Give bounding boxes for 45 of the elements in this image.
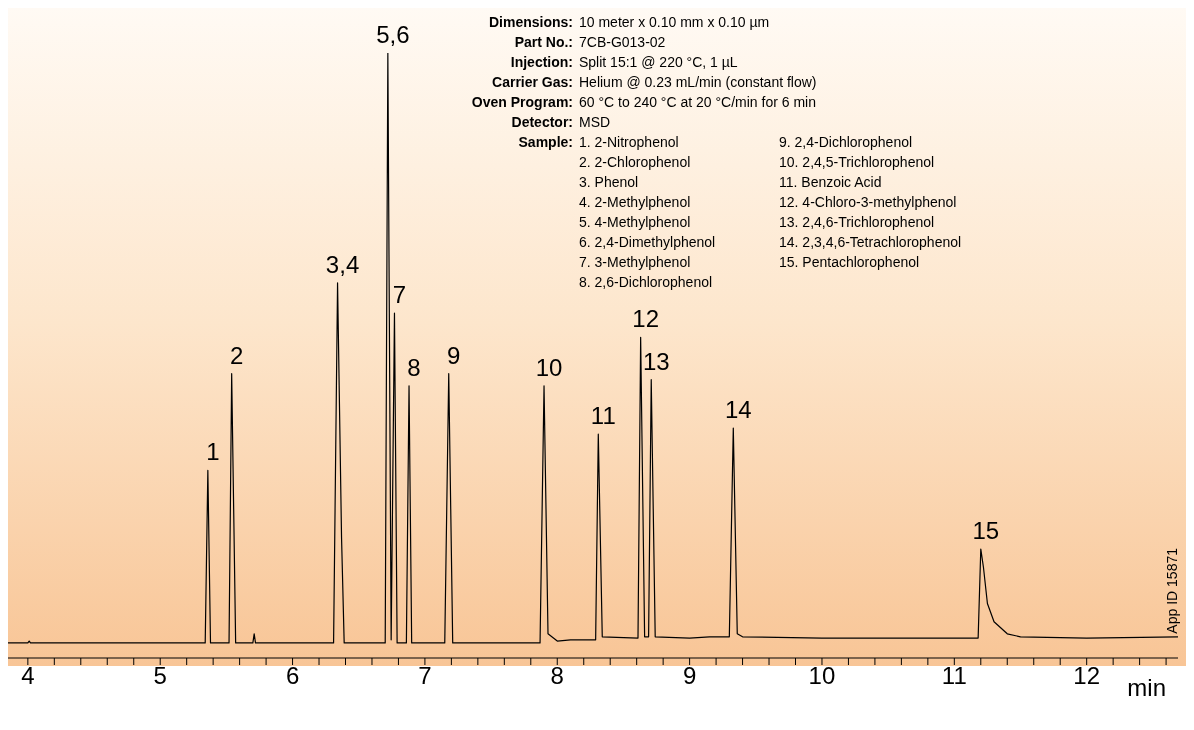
x-tick-label: 5 xyxy=(153,662,167,690)
annotation: 11. Benzoic Acid xyxy=(779,173,883,192)
text: Part No.: 7CB-G013-02 xyxy=(513,33,666,52)
annotation: 12. 4-Chloro-3-methylphenol xyxy=(779,193,958,212)
annotation: 12 xyxy=(632,305,659,333)
annotation: 8. 2,6-Dichlorophenol xyxy=(579,273,714,292)
annotation: 11 xyxy=(590,402,616,430)
annotation: Oven Program: 60 °C to 240 °C at 20 °C/min for 6 min xyxy=(470,93,817,112)
annotation: 14. 2,3,4,6-Tetrachlorophenol xyxy=(779,233,963,252)
annotation: Injection: Split 15:1 @ 220 °C, 1 µL xyxy=(509,53,738,72)
annotation: 4. 2-Methylphenol xyxy=(579,193,692,212)
annotation: 5. 4-Methylphenol xyxy=(579,213,692,232)
annotation: Detector: MSD xyxy=(510,113,611,132)
annotation: 7. 3-Methylphenol xyxy=(579,253,692,272)
x-tick-label: 11 xyxy=(941,662,967,690)
annotation: App ID 15871 xyxy=(1164,548,1180,634)
annotation: 5,6 xyxy=(376,21,410,48)
annotation: 9 xyxy=(447,341,461,369)
annotation: 14 xyxy=(724,396,752,424)
annotation: 2. 2-Chlorophenol xyxy=(579,153,692,172)
annotation: 15 xyxy=(972,517,1000,545)
annotation: 9. 2,4-Dichlorophenol xyxy=(779,133,914,152)
annotation: 13. 2,4,6-Trichlorophenol xyxy=(779,213,936,232)
x-axis-title: min xyxy=(1127,674,1166,701)
text: Dimensions: 10 meter x 0.10 mm x 0.10 µm xyxy=(488,13,770,32)
annotation: 3,4 xyxy=(325,250,360,278)
annotation: 13 xyxy=(642,347,670,375)
x-tick-label: 10 xyxy=(808,662,836,690)
x-tick-label: 8 xyxy=(550,662,564,690)
annotation: 8 xyxy=(407,353,421,381)
annotation: 7 xyxy=(392,281,407,309)
x-tick-label: 7 xyxy=(418,662,432,690)
annotation: 15. Pentachlorophenol xyxy=(779,253,921,272)
x-tick-label: 6 xyxy=(285,662,300,690)
annotation: 1 xyxy=(206,438,220,466)
x-tick-label: 9 xyxy=(682,662,697,690)
annotation: 10 xyxy=(535,353,563,381)
annotation: 3. Phenol xyxy=(579,173,640,192)
annotation: 2 xyxy=(230,341,244,369)
x-tick-label: 12 xyxy=(1073,662,1101,690)
annotation: 6. 2,4-Dimethylphenol xyxy=(579,233,717,252)
x-tick-label: 4 xyxy=(21,662,35,690)
annotation: Carrier Gas: Helium @ 0.23 mL/min (constant flow) xyxy=(491,73,817,92)
annotation: 10. 2,4,5-Trichlorophenol xyxy=(779,153,936,172)
annotation: Sample: 1. 2-Nitrophenol xyxy=(517,133,680,152)
